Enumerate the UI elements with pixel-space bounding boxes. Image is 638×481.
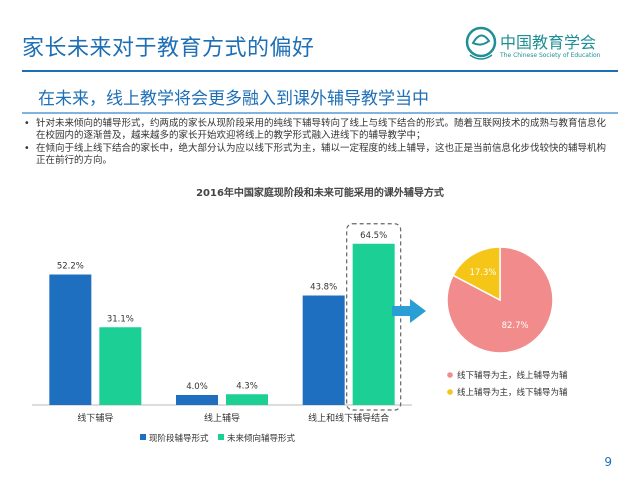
bar-value-label: 4.0% — [186, 382, 208, 392]
x-tick-label: 线下辅导 — [77, 412, 113, 424]
page-number: 9 — [604, 455, 612, 469]
legend-label: 未来倾向辅导形式 — [227, 433, 296, 444]
pie-legend-swatch — [447, 389, 453, 395]
bar-current — [302, 295, 345, 405]
bar-current — [49, 274, 92, 405]
society-logo: 中国教育学会 The Chinese Society of Education — [464, 25, 624, 65]
pie-legend-swatch — [447, 372, 453, 378]
x-tick-label: 线上和线下辅导结合 — [308, 412, 389, 424]
bar-future — [99, 327, 142, 405]
bar-value-label: 4.3% — [236, 381, 258, 391]
bar-current — [176, 395, 218, 405]
logo-subtitle: The Chinese Society of Education — [500, 52, 601, 59]
bullet-list: 针对未来倾向的辅导形式，约两成的家长从现阶段采用的纯线下辅导转向了线上与线下结合… — [22, 118, 614, 168]
legend-swatch — [140, 434, 146, 440]
page-title: 家长未来对于教育方式的偏好 — [22, 36, 315, 61]
pie-value-label: 17.3% — [469, 268, 496, 278]
legend-label: 现阶段辅导形式 — [149, 433, 209, 444]
highlight-dashed-frame — [346, 223, 402, 411]
bullet-item: 针对未来倾向的辅导形式，约两成的家长从现阶段采用的纯线下辅导转向了线上与线下结合… — [22, 118, 614, 143]
bullet-item: 在倾向于线上线下结合的家长中，绝大部分认为应以线下形式为主，辅以一定程度的线上辅… — [22, 143, 614, 168]
logo-emblem-icon — [465, 26, 497, 60]
pie-slice — [452, 246, 501, 302]
pie-value-label: 82.7% — [502, 321, 529, 331]
bar-value-label: 31.1% — [107, 314, 134, 324]
section-subtitle: 在未来，线上教学将会更多融入到课外辅导教学当中 — [38, 89, 429, 109]
pie-legend-label: 线下辅导为主，线上辅导为辅 — [457, 370, 568, 381]
pie-legend-label: 线上辅导为主，线下辅导为辅 — [457, 387, 568, 398]
bar-value-label: 43.8% — [310, 283, 337, 293]
chart-title: 2016年中国家庭现阶段和未来可能采用的课外辅导方式 — [196, 188, 444, 199]
bar-value-label: 64.5% — [360, 231, 387, 241]
bar-future — [226, 394, 268, 405]
title-divider — [22, 70, 618, 72]
arrow-head-icon — [410, 299, 426, 323]
legend-swatch — [218, 434, 224, 440]
subtitle-divider — [22, 112, 618, 114]
arrow-shaft — [392, 306, 412, 316]
logo-title: 中国教育学会 — [500, 33, 597, 52]
x-tick-label: 线上辅导 — [204, 412, 240, 424]
bar-value-label: 52.2% — [57, 262, 84, 272]
bar-future — [352, 243, 395, 405]
